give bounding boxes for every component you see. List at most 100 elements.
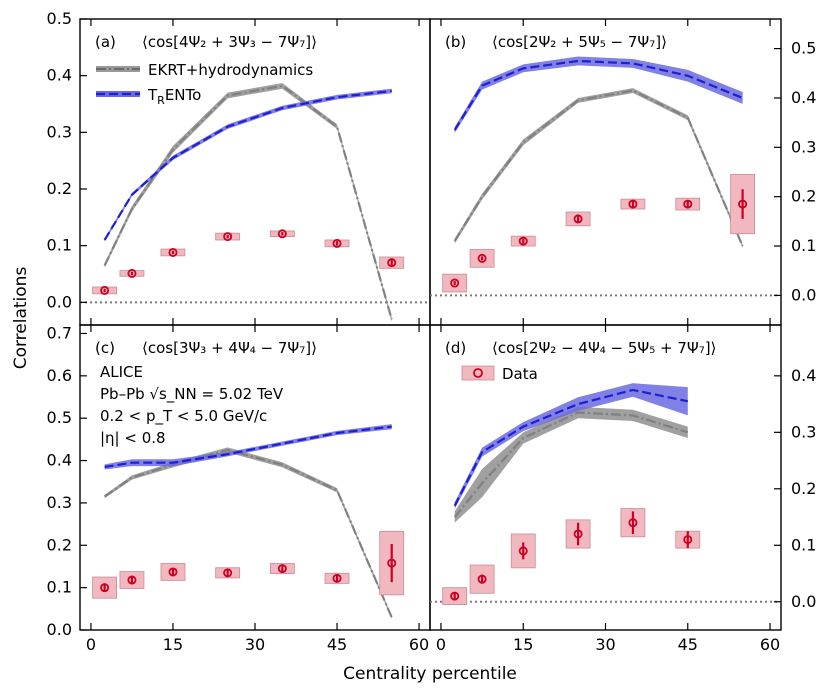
data-point: [450, 591, 460, 601]
trento-line: [453, 59, 744, 131]
data-point: [738, 199, 748, 209]
trento-line: [104, 425, 392, 468]
data-point: [573, 529, 583, 539]
y-tick-label: 0.0: [791, 285, 816, 304]
x-tick-label: 15: [513, 635, 533, 654]
data-point: [628, 518, 638, 528]
ekrt-hydro-band: [454, 406, 688, 523]
x-tick-label: 60: [760, 635, 780, 654]
panel-label: (d): [445, 339, 466, 357]
data-point: [127, 575, 137, 585]
alice-annotation-line: |η| < 0.8: [100, 429, 166, 447]
data-point: [628, 199, 638, 209]
x-tick-label: 0: [86, 635, 96, 654]
trento-line: [103, 89, 392, 241]
y-tick-label: 0.1: [791, 236, 816, 255]
ekrt-hydro-band: [104, 83, 392, 322]
data-point: [332, 573, 342, 583]
panel-label: (c): [95, 339, 115, 357]
data-point: [518, 546, 528, 556]
y-tick-label: 0.4: [47, 451, 72, 470]
y-tick-label: 0.4: [47, 66, 72, 85]
data-point: [223, 568, 233, 578]
x-tick-label: 0: [436, 635, 446, 654]
data-point: [387, 258, 397, 268]
y-tick-label: 0.3: [791, 422, 816, 441]
x-tick-label: 30: [245, 635, 265, 654]
trento-band: [104, 88, 392, 242]
y-tick-label: 0.2: [47, 535, 72, 554]
y-tick-label: 0.3: [791, 137, 816, 156]
x-axis-label: Centrality percentile: [343, 664, 517, 684]
panel-label: (b): [445, 33, 466, 51]
ekrt-hydro-line: [103, 84, 393, 320]
ekrt-hydro-line: [453, 89, 744, 247]
panel-a: 0.0 0.1 0.2 0.3 0.4 0.5 (a) ⟨cos[4Ψ₂ + 3Ψ₃ − 7Ψ…: [47, 9, 431, 326]
trento-band: [454, 56, 743, 134]
data-point: [168, 247, 178, 257]
y-tick-label: 0.2: [791, 187, 816, 206]
y-tick-label: 0.1: [791, 535, 816, 554]
data-point: [477, 574, 487, 584]
alice-annotation-line: ALICE: [100, 363, 143, 381]
legend-trento-label: TRENTo: [147, 86, 201, 107]
data-point: [332, 238, 342, 248]
data-point: [477, 253, 487, 263]
data-point: [100, 583, 110, 593]
legend-data-marker: [473, 368, 483, 378]
data-point: [223, 232, 233, 242]
alice-annotation-line: Pb–Pb √s_NN = 5.02 TeV: [100, 385, 284, 404]
y-tick-label: 0.2: [47, 179, 72, 198]
y-tick-label: 0.3: [47, 493, 72, 512]
panel-b: 0.0 0.1 0.2 0.3 0.4 0.5 (b) ⟨cos[2Ψ₂ + 5Ψ₅ − 7Ψ…: [429, 18, 816, 326]
data-point: [127, 268, 137, 278]
ekrt-hydro-line: [453, 411, 689, 518]
y-tick-label: 0.3: [47, 122, 72, 141]
y-tick-label: 0.1: [47, 236, 72, 255]
data-point: [518, 236, 528, 246]
panel-title: ⟨cos[2Ψ₂ + 5Ψ₅ − 7Ψ₇]⟩: [492, 33, 667, 51]
panel-title: ⟨cos[3Ψ₃ + 4Ψ₄ − 7Ψ₇]⟩: [142, 339, 317, 357]
x-tick-label: 15: [163, 635, 183, 654]
data-point: [277, 564, 287, 574]
data-point: [683, 199, 693, 209]
data-point: [100, 285, 110, 295]
x-tick-label: 45: [678, 635, 698, 654]
data-point: [387, 558, 397, 568]
legend-data-label: Data: [502, 365, 538, 383]
data-point: [168, 567, 178, 577]
trento-band: [104, 424, 392, 470]
y-tick-label: 0.5: [47, 9, 72, 28]
alice-annotation-line: 0.2 < p_T < 5.0 GeV/c: [100, 407, 267, 426]
panel-c: 0.0 0.1 0.2 0.3 0.4 0.5 0.6 0.7 0 15 30 45 60 (c) ⟨cos…: [47, 323, 431, 654]
ekrt-hydro-line: [103, 448, 393, 618]
data-syst-box: [469, 564, 495, 594]
y-tick-label: 0.2: [791, 479, 816, 498]
data-point: [277, 229, 287, 239]
y-tick-label: 0.0: [791, 592, 816, 611]
legend-ekrt-label: EKRT+hydrodynamics: [148, 61, 313, 79]
y-tick-label: 0.0: [47, 620, 72, 639]
y-tick-label: 0.4: [791, 88, 816, 107]
trento-line: [453, 388, 688, 507]
y-tick-label: 0.4: [791, 366, 816, 385]
y-tick-label: 0.5: [47, 408, 72, 427]
x-tick-label: 60: [409, 635, 429, 654]
panel-title: ⟨cos[2Ψ₂ − 4Ψ₄ − 5Ψ₅ + 7Ψ₇]⟩: [492, 339, 716, 357]
y-tick-label: 0.7: [47, 323, 72, 342]
ekrt-hydro-band: [454, 88, 743, 249]
panels: 0.0 0.1 0.2 0.3 0.4 0.5 (a) ⟨cos[4Ψ₂ + 3Ψ₃ − 7Ψ…: [47, 9, 817, 654]
legend-data-swatch: [461, 365, 495, 381]
y-tick-label: 0.5: [791, 39, 816, 58]
panel-d: 0.0 0.1 0.2 0.3 0.4 0 15 30 45 60 (d) ⟨cos[2Ψ₂ − 4Ψ…: [429, 324, 816, 654]
data-point: [683, 535, 693, 545]
panel-title: ⟨cos[4Ψ₂ + 3Ψ₃ − 7Ψ₇]⟩: [142, 33, 317, 51]
y-tick-label: 0.6: [47, 366, 72, 385]
x-tick-label: 30: [595, 635, 615, 654]
x-tick-label: 45: [327, 635, 347, 654]
y-tick-label: 0.1: [47, 578, 72, 597]
panel-label: (a): [95, 33, 116, 51]
data-point: [573, 214, 583, 224]
y-axis-label: Correlations: [11, 267, 31, 370]
